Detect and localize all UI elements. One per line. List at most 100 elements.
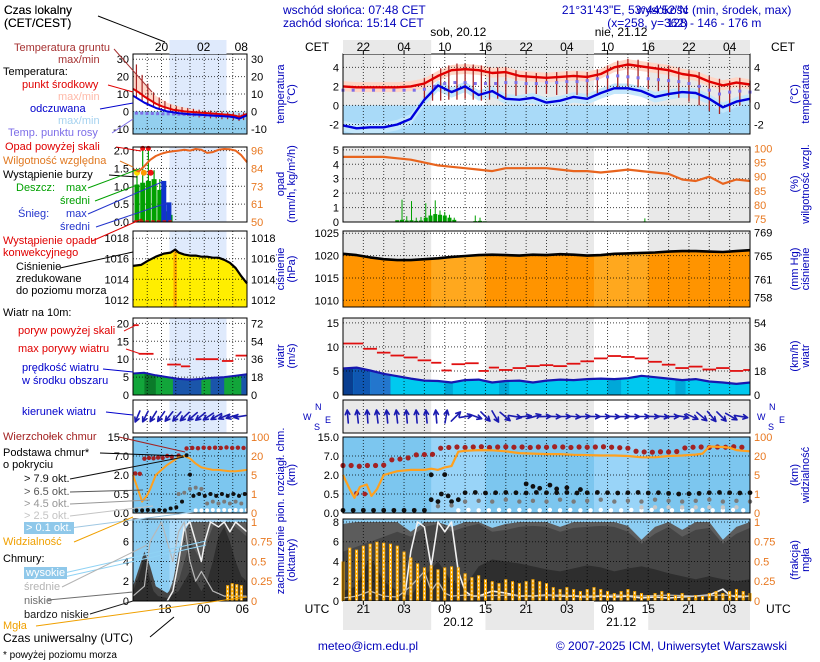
svg-text:09: 09 [438, 602, 452, 616]
svg-text:5: 5 [754, 470, 760, 482]
legend-o45: > 4.5 okt. [24, 498, 70, 510]
svg-text:1.0: 1.0 [114, 181, 129, 193]
svg-text:nie, 21.12: nie, 21.12 [595, 25, 648, 39]
legend-cz1: Czas lokalny [4, 3, 73, 17]
legend-gr1: Temperatura gruntu [14, 42, 110, 54]
svg-text:CET: CET [771, 40, 796, 54]
sunrise-time: wschód słońca: 07:48 CET [283, 3, 426, 17]
svg-text:95: 95 [754, 158, 766, 170]
axis-label-r-4: (km/h) wiatr [789, 340, 812, 372]
svg-text:20: 20 [754, 451, 766, 463]
legend-smx: max [66, 208, 87, 220]
svg-text:54: 54 [754, 318, 766, 330]
svg-text:0: 0 [251, 508, 257, 520]
legend-mpw: max porywy wiatru [18, 343, 110, 355]
legend-odc: odczuwana [30, 103, 86, 115]
legend-de: Deszcz: [16, 182, 56, 194]
svg-text:90: 90 [754, 172, 766, 184]
svg-text:36: 36 [251, 354, 263, 366]
svg-text:0: 0 [754, 508, 760, 520]
panel-mn2: 5 4 3 2 1 0 100 95 90 85 80 75 [333, 143, 772, 229]
svg-text:0.75: 0.75 [251, 537, 272, 549]
svg-text:20: 20 [251, 451, 263, 463]
svg-text:1.5: 1.5 [114, 163, 129, 175]
axis-label-r-1: (°C) temperatura [789, 64, 812, 124]
legend-dsr: średni [60, 195, 90, 207]
legend-brd: bardzo niskie [24, 609, 89, 621]
svg-text:75: 75 [754, 214, 766, 226]
svg-text:15.0: 15.0 [108, 432, 129, 444]
svg-text:2.0: 2.0 [114, 470, 129, 482]
legend-o79: > 7.9 okt. [24, 473, 70, 485]
svg-text:03: 03 [723, 602, 737, 616]
svg-text:2: 2 [754, 81, 760, 93]
svg-text:02: 02 [197, 40, 211, 54]
axis-label-r-2: (%) wilgotność wzgl. [789, 144, 812, 224]
svg-text:20: 20 [117, 72, 129, 84]
svg-text:0: 0 [333, 596, 339, 608]
axis-label-r-7: (frakcja) mgła [789, 540, 812, 580]
svg-text:80: 80 [754, 200, 766, 212]
svg-text:769: 769 [754, 227, 772, 239]
svg-text:04: 04 [723, 40, 737, 54]
compass-w: W [757, 412, 766, 422]
legend-w10: Wiatr na 10m: [3, 307, 72, 319]
legend-ci1: Ciśnienie [16, 261, 62, 273]
contact-email[interactable]: meteo@icm.edu.pl [317, 639, 419, 653]
svg-text:5: 5 [251, 470, 257, 482]
compass-s: S [314, 422, 321, 432]
legend-wlg: Wilgotność względna [3, 155, 107, 167]
legend-dmx: max [66, 182, 87, 194]
svg-text:0.5: 0.5 [114, 489, 129, 501]
svg-text:15: 15 [117, 336, 129, 348]
panel-mn4: 15 10 5 0 54 36 18 0 [327, 317, 766, 402]
svg-text:4: 4 [123, 556, 129, 568]
svg-text:10: 10 [438, 40, 452, 54]
legend-mgl: Mgła [3, 620, 27, 632]
svg-text:UTC: UTC [305, 602, 330, 616]
axis-label-l-3: ciśnienie (hPa) [275, 247, 298, 291]
svg-text:100: 100 [754, 143, 772, 155]
copyright: © 2007-2025 ICM, Uniwersytet Warszawski [555, 639, 787, 653]
legend-fn: * powyżej poziomu morza [3, 650, 117, 661]
svg-text:5: 5 [333, 145, 339, 157]
axis-label-l-2: opad (mm/h, kg/m²/h) [275, 145, 298, 223]
svg-text:0: 0 [333, 390, 339, 402]
legend-o65: > 6.5 okt. [24, 486, 70, 498]
svg-text:1: 1 [754, 517, 760, 529]
svg-text:0.25: 0.25 [754, 576, 775, 588]
svg-text:0.5: 0.5 [114, 199, 129, 211]
legend-pb1: Podstawa chmur* [3, 447, 90, 459]
svg-text:09: 09 [601, 602, 615, 616]
svg-text:85: 85 [754, 186, 766, 198]
svg-text:1: 1 [333, 203, 339, 215]
axis-label-l-4: wiatr (m/s) [275, 343, 298, 369]
legend-chm: Chmury: [3, 553, 45, 565]
compass-s: S [768, 422, 775, 432]
legend-o25: > 2.5 okt. [24, 510, 70, 522]
svg-text:8: 8 [333, 517, 339, 529]
svg-text:-10: -10 [113, 124, 129, 136]
svg-text:5: 5 [333, 366, 339, 378]
panel-mn5 [342, 399, 751, 434]
svg-text:7.0: 7.0 [114, 451, 129, 463]
panel-mn7: 8 6 4 2 0 1 0.75 0.5 0.25 0 [333, 517, 776, 608]
svg-text:4: 4 [333, 159, 339, 171]
local-time-label2: (CET/CEST) [4, 16, 72, 30]
svg-text:-2: -2 [329, 119, 339, 131]
svg-text:0: 0 [251, 390, 257, 402]
svg-text:50: 50 [251, 217, 263, 229]
panel-sm6: 15.0 7.0 2.0 0.5 0.0 100 20 5 1 0 [108, 432, 270, 520]
svg-text:1014: 1014 [105, 274, 129, 286]
svg-text:1014: 1014 [251, 274, 275, 286]
svg-text:0: 0 [123, 596, 129, 608]
svg-text:100: 100 [754, 432, 772, 444]
compass-e: E [324, 415, 331, 425]
svg-text:20: 20 [155, 40, 169, 54]
svg-text:2: 2 [333, 188, 339, 200]
svg-text:1012: 1012 [251, 295, 275, 307]
legend-kier: kierunek wiatru [22, 406, 96, 418]
svg-text:03: 03 [560, 602, 574, 616]
